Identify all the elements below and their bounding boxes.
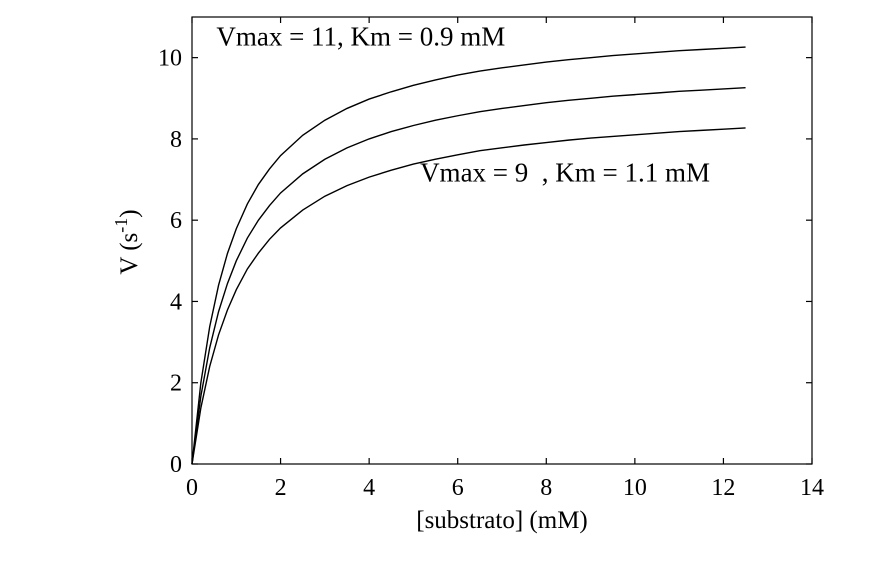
axis-ticks [191,17,813,465]
y-tick-label: 10 [158,46,182,72]
x-tick-label: 6 [452,475,464,501]
plot-frame [191,16,813,465]
curve-annotations: Vmax = 11, Km = 0.9 mM Vmax = 9 , Km = 1.… [216,21,710,187]
y-axis-title-superscript: -1 [111,218,131,233]
x-tick-label: 10 [623,475,647,501]
curve-annotation: Vmax = 9 , Km = 1.1 mM [420,158,710,188]
y-tick-labels: 0 2 4 6 8 10 [158,46,182,478]
x-tick-label: 0 [186,475,198,501]
y-tick-label: 2 [170,371,182,397]
x-tick-label: 8 [540,475,552,501]
x-tick-label: 14 [800,475,824,501]
y-tick-label: 4 [170,289,182,315]
x-tick-label: 2 [275,475,287,501]
y-axis-title: V (s-1) [111,209,143,274]
x-tick-label: 12 [711,475,735,501]
x-axis-title: [substrato] (mM) [416,507,588,534]
series-line-vmax-11 [191,46,746,465]
y-tick-label: 0 [170,452,182,478]
y-tick-label: 6 [170,208,182,234]
y-axis-title-base: V (s [116,233,143,275]
series-line-vmax-10 [191,87,746,465]
y-tick-label: 8 [170,127,182,153]
y-axis-title-close: ) [116,209,143,217]
series-lines [191,46,746,465]
curve-annotation: Vmax = 11, Km = 0.9 mM [216,21,505,51]
series-line-vmax-9 [191,127,746,465]
x-tick-labels: 0 2 4 6 8 10 12 14 [186,475,824,501]
x-tick-label: 4 [363,475,375,501]
